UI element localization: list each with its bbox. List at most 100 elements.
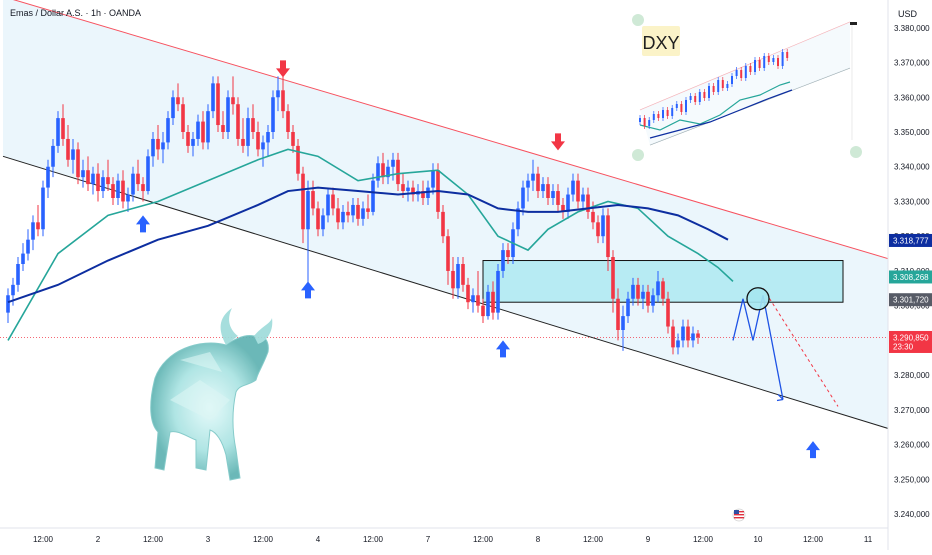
candle-body xyxy=(661,281,665,299)
candle-body xyxy=(486,291,490,317)
dxy-candle-body xyxy=(758,60,761,68)
candle-body xyxy=(691,333,695,341)
dxy-candle-body xyxy=(666,110,669,116)
price-tick-label: 3.330,000 xyxy=(894,197,930,206)
candle-body xyxy=(606,215,610,258)
candle-body xyxy=(346,211,350,216)
candle-body xyxy=(546,184,550,198)
candle-body xyxy=(11,284,15,296)
candle-body xyxy=(656,281,660,296)
candle-body xyxy=(626,298,630,317)
candle-body xyxy=(21,253,25,264)
dxy-candle-body xyxy=(786,52,789,58)
candle-body xyxy=(371,180,375,212)
candle-body xyxy=(356,204,360,219)
candle-body xyxy=(86,170,90,185)
candle-body xyxy=(331,194,335,209)
candle-body xyxy=(551,191,555,198)
us-flag-icon[interactable] xyxy=(732,508,746,522)
candle-body xyxy=(41,187,45,230)
candle-body xyxy=(16,264,20,285)
candle-body xyxy=(491,291,495,313)
candle-body xyxy=(576,180,580,202)
down-arrow-icon xyxy=(276,60,290,78)
candle-body xyxy=(271,97,275,132)
dxy-candle-body xyxy=(662,110,664,118)
dxy-candles xyxy=(639,49,789,129)
candle-body xyxy=(411,187,415,195)
candle-body xyxy=(76,149,80,178)
dxy-label: DXY xyxy=(642,33,679,53)
candle-body xyxy=(71,149,75,160)
time-tick-label: 11 xyxy=(864,535,873,544)
dxy-candle-body xyxy=(671,108,674,116)
currency-label[interactable]: USD xyxy=(898,9,918,19)
candle-body xyxy=(141,184,145,192)
candle-body xyxy=(66,138,70,160)
candle-body xyxy=(481,305,485,317)
channel-upper-line[interactable] xyxy=(3,0,918,267)
dxy-candle-body xyxy=(648,120,651,126)
time-axis[interactable]: 12:00 2 12:00 3 12:00 4 12:00 7 12:00 8 12:00 9 12:0… xyxy=(33,535,873,544)
channel-lower-line[interactable] xyxy=(2,155,918,437)
price-tick-label: 3.350,000 xyxy=(894,128,930,137)
ema-fast-line xyxy=(7,148,734,341)
candle-body xyxy=(686,326,690,341)
candle-body xyxy=(616,298,620,330)
dxy-candle-body xyxy=(740,70,743,78)
candle-body xyxy=(306,191,310,230)
price-tick-label: 3.250,000 xyxy=(894,475,930,484)
inset-dot xyxy=(632,149,644,161)
up-arrow-icon xyxy=(806,441,820,459)
up-arrow-icon xyxy=(301,281,315,299)
candle-body xyxy=(571,180,575,195)
candle-body xyxy=(531,173,535,181)
dxy-candle-body xyxy=(726,84,729,88)
time-tick-label: 12:00 xyxy=(473,535,494,544)
dxy-candle-body xyxy=(763,56,766,68)
candle-body xyxy=(321,215,325,230)
symbol-title: Emas / Dollar A.S. · 1h · OANDA xyxy=(10,8,141,18)
candle-body xyxy=(231,97,235,105)
dxy-candle-body xyxy=(689,96,692,100)
price-labels: 3.318,777 3.308,268 3.301,720 3.290,85023:3… xyxy=(889,233,932,353)
time-tick-label: 10 xyxy=(754,535,763,544)
candle-body xyxy=(96,173,100,192)
candle-body xyxy=(446,236,450,271)
candle-body xyxy=(46,166,50,188)
price-tick-label: 3.360,000 xyxy=(894,93,930,102)
time-tick-label: 4 xyxy=(316,535,321,544)
ema-slow-line xyxy=(7,186,729,304)
candle-body xyxy=(121,180,125,202)
candle-body xyxy=(391,159,395,167)
candle-body xyxy=(386,166,390,178)
candle-body xyxy=(61,118,65,139)
candle-body xyxy=(471,295,475,303)
candle-body xyxy=(596,222,600,237)
candle-body xyxy=(636,284,640,299)
candle-body xyxy=(341,211,345,223)
candle-body xyxy=(31,222,35,240)
time-tick-label: 12:00 xyxy=(253,535,274,544)
dxy-inset: DXY xyxy=(628,8,862,168)
dxy-candle-body xyxy=(698,92,701,102)
candle-body xyxy=(681,326,685,341)
time-tick-label: 12:00 xyxy=(143,535,164,544)
price-label-text: 3.318,777 xyxy=(893,236,929,245)
candle-body xyxy=(456,264,460,289)
candle-body xyxy=(286,111,290,132)
candle-body xyxy=(276,90,280,98)
candle-body xyxy=(381,163,385,178)
candle-body xyxy=(646,291,650,306)
candle-body xyxy=(241,138,245,146)
candle-body xyxy=(621,316,625,330)
candle-body xyxy=(206,111,210,143)
candle-body xyxy=(326,194,330,216)
candle-body xyxy=(431,170,435,188)
candle-body xyxy=(476,295,480,306)
projection-arrowhead-icon xyxy=(776,394,784,402)
price-countdown-text: 23:30 xyxy=(893,342,914,351)
candle-body xyxy=(266,132,270,143)
